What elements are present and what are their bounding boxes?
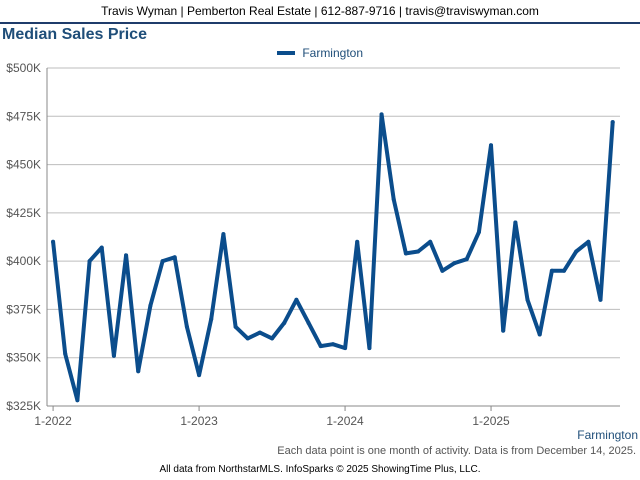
data-point	[63, 351, 68, 356]
data-point	[525, 297, 530, 302]
x-tick-label: 1-2022	[34, 414, 72, 428]
data-point	[209, 317, 214, 322]
data-point	[330, 342, 335, 347]
data-point	[160, 259, 165, 264]
data-point	[51, 239, 56, 244]
legend-swatch	[276, 50, 295, 55]
data-point	[440, 268, 445, 273]
data-point	[403, 251, 408, 256]
data-point	[282, 320, 287, 325]
data-point	[245, 336, 250, 341]
legend-label: Farmington	[302, 46, 364, 60]
data-point	[562, 268, 567, 273]
data-point	[379, 112, 384, 117]
data-point	[148, 303, 153, 308]
data-point	[111, 353, 116, 358]
data-point	[197, 373, 202, 378]
y-tick-label: $400K	[6, 254, 41, 268]
data-point	[306, 320, 311, 325]
data-point	[184, 324, 189, 329]
series-tag: Farmington	[577, 428, 638, 442]
y-tick-label: $350K	[6, 351, 41, 365]
data-point	[270, 336, 275, 341]
chart-title: Median Sales Price	[2, 26, 147, 43]
data-point	[75, 398, 80, 403]
data-point	[343, 346, 348, 351]
data-point	[257, 330, 262, 335]
y-tick-label: $450K	[6, 158, 41, 172]
data-point	[355, 239, 360, 244]
legend: Farmington	[0, 46, 640, 60]
data-point	[452, 261, 457, 266]
data-point	[549, 268, 554, 273]
y-tick-label: $325K	[6, 399, 41, 413]
data-point	[221, 232, 226, 237]
y-tick-label: $475K	[6, 109, 41, 123]
data-footnote: Each data point is one month of activity…	[277, 445, 636, 457]
data-point	[489, 143, 494, 148]
data-point	[574, 249, 579, 254]
data-point	[416, 249, 421, 254]
data-point	[501, 328, 506, 333]
data-point	[513, 220, 518, 225]
data-point	[367, 346, 372, 351]
contact-header: Travis Wyman | Pemberton Real Estate | 6…	[0, 0, 640, 24]
y-tick-label: $500K	[6, 61, 41, 75]
contact-text: Travis Wyman | Pemberton Real Estate | 6…	[101, 4, 539, 18]
data-point	[87, 259, 92, 264]
x-tick-label: 1-2025	[472, 414, 510, 428]
data-point	[428, 239, 433, 244]
x-tick-label: 1-2024	[326, 414, 364, 428]
data-point	[586, 239, 591, 244]
data-point	[172, 255, 177, 260]
data-point	[233, 324, 238, 329]
x-tick-label: 1-2023	[180, 414, 218, 428]
data-point	[136, 369, 141, 374]
data-point	[598, 297, 603, 302]
data-point	[294, 297, 299, 302]
data-point	[537, 332, 542, 337]
data-source: All data from NorthstarMLS. InfoSparks ©…	[159, 464, 481, 475]
data-point	[124, 253, 129, 258]
data-point	[391, 197, 396, 202]
y-tick-label: $375K	[6, 302, 41, 316]
data-point	[464, 257, 469, 262]
data-point	[610, 120, 615, 125]
data-point	[318, 344, 323, 349]
data-point	[99, 245, 104, 250]
data-point	[476, 230, 481, 235]
y-tick-label: $425K	[6, 206, 41, 220]
